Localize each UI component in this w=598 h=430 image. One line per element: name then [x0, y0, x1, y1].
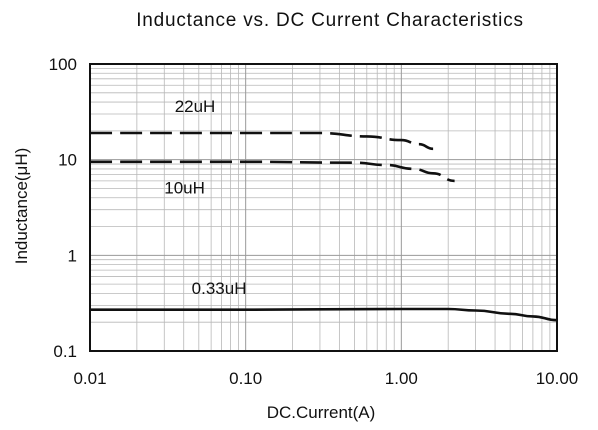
series-annotation-22uH: 22uH — [175, 97, 216, 116]
y-tick-labels: 0.1 1 10 100 — [49, 55, 77, 361]
curves — [89, 131, 558, 322]
chart-title: Inductance vs. DC Current Characteristic… — [136, 10, 524, 31]
plot-frame — [89, 63, 558, 352]
series-annotation-0.33uH: 0.33uH — [192, 279, 247, 298]
x-tick-label: 1.00 — [385, 369, 418, 388]
grid — [89, 63, 558, 352]
x-tick-label: 0.10 — [229, 369, 262, 388]
y-tick-label: 0.1 — [53, 342, 77, 361]
y-axis-label: Inductance(μH) — [12, 148, 31, 265]
x-tick-labels: 0.01 0.10 1.00 10.00 — [73, 369, 578, 388]
x-tick-label: 0.01 — [73, 369, 106, 388]
y-tick-label: 10 — [58, 151, 77, 170]
x-axis-label: DC.Current(A) — [267, 403, 376, 422]
series-line-10uH — [89, 160, 455, 183]
series-line-0.33uH — [90, 307, 558, 322]
annotations: 22uH 10uH 0.33uH — [164, 97, 246, 298]
y-tick-label: 100 — [49, 55, 77, 74]
y-tick-label: 1 — [68, 246, 77, 265]
series-line-22uH — [90, 131, 434, 151]
series-annotation-10uH: 10uH — [164, 179, 205, 198]
x-tick-label: 10.00 — [536, 369, 579, 388]
